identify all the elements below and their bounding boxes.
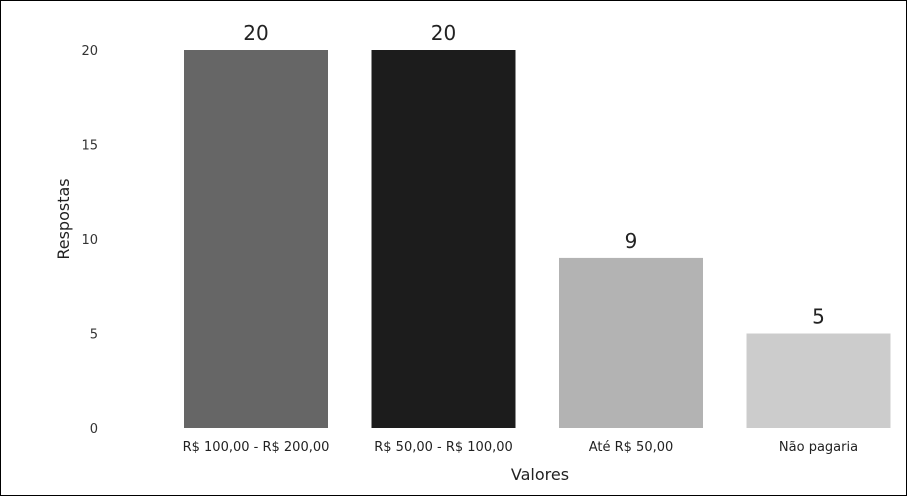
data-labels: 20 20 9 5: [243, 21, 825, 329]
y-axis-title: Respostas: [54, 178, 73, 259]
bars: [184, 50, 891, 428]
bar-data-label: 20: [431, 21, 456, 45]
y-axis-ticks: 0 5 10 15 20: [81, 44, 98, 437]
x-axis-category-labels: R$ 100,00 - R$ 200,00 R$ 50,00 - R$ 100,0…: [183, 440, 858, 455]
bar: [559, 257, 703, 428]
bar: [184, 50, 328, 428]
bar-data-label: 5: [812, 305, 825, 329]
x-category-label: Até R$ 50,00: [589, 440, 674, 455]
y-tick-label: 0: [90, 422, 98, 437]
x-category-label: Não pagaria: [779, 440, 858, 455]
bar: [746, 333, 891, 428]
x-axis-title: Valores: [511, 465, 569, 484]
x-category-label: R$ 50,00 - R$ 100,00: [374, 440, 513, 455]
bar-data-label: 9: [625, 229, 638, 253]
y-tick-label: 20: [81, 44, 98, 59]
x-category-label: R$ 100,00 - R$ 200,00: [183, 440, 330, 455]
bar: [371, 50, 516, 428]
bar-data-label: 20: [243, 21, 268, 45]
y-tick-label: 10: [81, 233, 98, 248]
y-tick-label: 5: [90, 328, 98, 343]
y-tick-label: 15: [81, 139, 98, 154]
